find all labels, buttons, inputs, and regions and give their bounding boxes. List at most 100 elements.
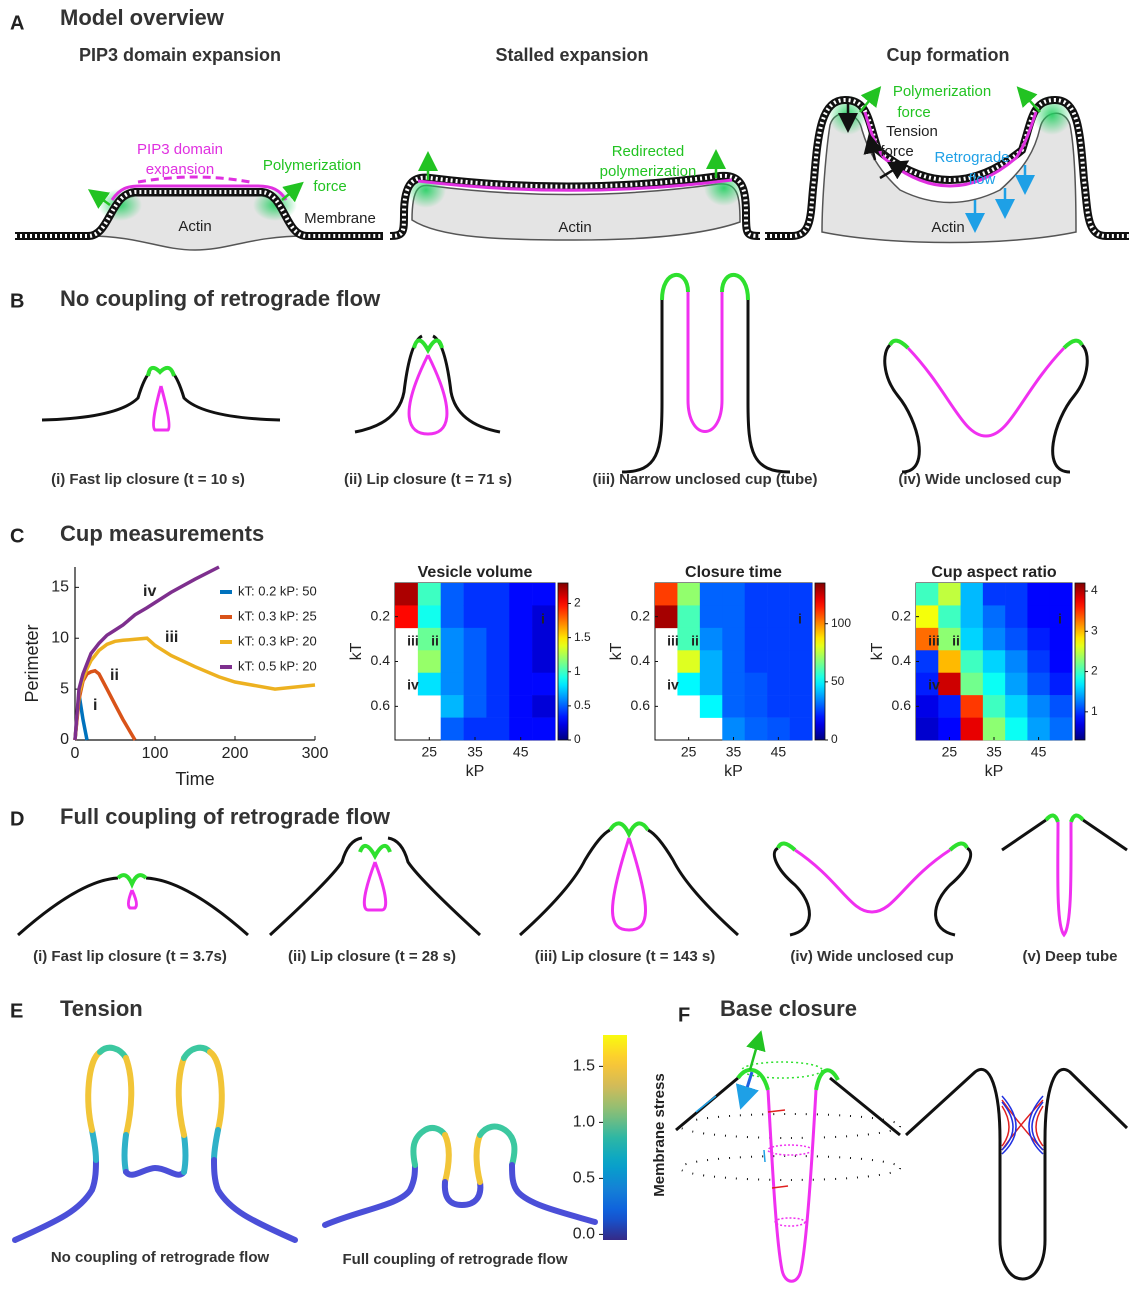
heatmap-cell [916,718,939,741]
heatmap-cell [486,718,509,741]
membrane-shape [42,372,150,420]
panel-title: Full coupling of retrograde flow [60,804,391,829]
heatmap-cell [1027,718,1050,741]
caption: (iv) Wide unclosed cup [790,948,953,965]
cup-interior [364,862,385,910]
membrane-shape [520,830,610,935]
heatmap-cell [532,695,555,718]
membrane-shape [906,1069,1127,1279]
colorbar [815,583,825,740]
arrow [750,1035,760,1070]
colorbar-tick-label: 0 [574,732,581,746]
heatmap-cell [509,628,532,651]
membrane-shape [936,848,971,935]
y-tick-label: 0.4 [892,652,912,668]
heatmap-cell [961,628,984,651]
panel-letter: F [678,1004,690,1026]
stress-trace [126,1058,131,1135]
colorbar-tick-label: 0.5 [573,1170,595,1187]
x-tick-label: 35 [726,744,742,760]
caption: (iii) Narrow unclosed cup (tube) [592,471,817,488]
heatmap-cell [745,695,768,718]
dotted-ring [680,1114,900,1138]
region-label: iv [407,677,419,693]
heatmap-cell [677,583,700,606]
colorbar-tick-label: 1 [574,664,581,678]
heatmap-cell [700,695,723,718]
legend-label: kT: 0.3 kP: 20 [238,633,317,648]
stress-trace [413,1128,445,1165]
annotation: Redirected [612,143,685,160]
colorbar-tick-label: 0.0 [573,1226,595,1243]
heatmap-cell [983,650,1006,673]
heatmap-cell [1027,605,1050,628]
panel-title: Model overview [60,5,225,30]
panel-letter: D [10,808,24,830]
panel-letter: B [10,290,24,312]
stress-trace [214,1130,218,1160]
heatmap-cell [745,673,768,696]
heatmap-cell [961,695,984,718]
x-tick-label: 35 [986,744,1002,760]
lip [890,341,908,348]
caption: (i) Fast lip closure (t = 10 s) [51,471,245,488]
region-label: ii [952,633,960,649]
heatmap-cell [722,605,745,628]
y-tick-label: 0.4 [371,652,391,668]
panel-title: Cup measurements [60,521,264,546]
membrane-shape [1053,345,1088,472]
heatmap-cell [418,605,441,628]
heatmap-cell [790,628,813,651]
heatmap-cell [509,695,532,718]
heatmap-cell [532,673,555,696]
lip [662,275,688,300]
lip [360,846,390,856]
heatmap-cell [1005,650,1028,673]
curve-label: iii [165,629,178,646]
heatmap-cell [916,605,939,628]
dotted-ring [768,1145,812,1155]
y-tick-label: 0.2 [631,607,651,623]
heatmap-cell [464,695,487,718]
column-title: PIP3 domain expansion [79,45,281,65]
caption: (iv) Wide unclosed cup [898,471,1061,488]
panel-a: A Model overview PIP3 domain expansion S… [10,5,1129,250]
lip [950,843,967,850]
colorbar-tick-label: 0.5 [574,698,591,712]
cup-interior [1058,822,1071,935]
heatmap-cell [486,695,509,718]
legend-label: kT: 0.3 kP: 25 [238,608,317,623]
y-tick-label: 5 [60,680,69,697]
membrane-shape [648,830,738,935]
column-title: Stalled expansion [495,45,648,65]
stress-trace [125,1135,127,1172]
annotation: Polymerization [263,157,361,174]
heatmap-cell [745,605,768,628]
heatmap-cell [441,650,464,673]
heatmap-cell [745,583,768,606]
heatmap-cell [441,583,464,606]
chart-title: Cup aspect ratio [931,564,1057,581]
heatmap-cell [961,718,984,741]
colorbar-tick-label: 100 [831,616,851,630]
y-tick-label: 0.6 [371,697,391,713]
annotation: force [880,143,913,160]
data-line [75,638,315,740]
heatmap-cell [1005,673,1028,696]
heatmap-cell [745,650,768,673]
heatmap-cell [767,583,790,606]
stress-trace [214,1160,295,1240]
membrane-shape [270,838,362,935]
y-tick-label: 0.6 [631,697,651,713]
heatmap-cell [938,673,961,696]
arrow [764,1150,765,1162]
lip [778,843,795,850]
membrane-shape [622,300,662,472]
caption: (iii) Lip closure (t = 143 s) [535,948,715,965]
panel-letter: C [10,525,24,547]
colorbar [1075,583,1085,740]
heatmap-cell [700,628,723,651]
panel-c: C Cup measurements 0100200300051015TimeP… [10,521,1098,789]
heatmap-cell [441,605,464,628]
colorbar-tick-label: 0 [831,732,838,746]
